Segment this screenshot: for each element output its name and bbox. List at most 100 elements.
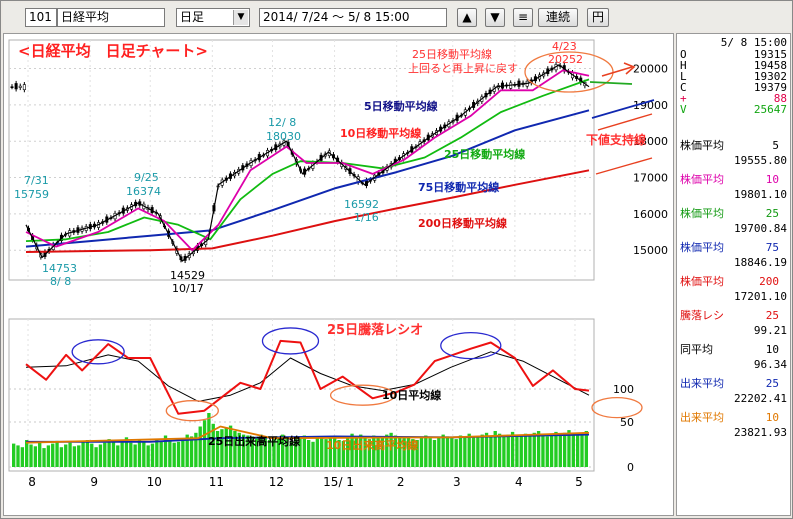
ohlcv-row: +88 <box>680 93 787 104</box>
volume-bar <box>254 438 259 467</box>
price-tick-label: 20000 <box>633 63 668 76</box>
volume-tick-label: 50 <box>620 416 634 429</box>
volume-bar <box>411 439 415 467</box>
yen-button[interactable]: 円 <box>587 8 609 27</box>
moving-average-line <box>25 69 590 252</box>
volume-bar <box>237 432 241 467</box>
volume-bar <box>415 440 419 467</box>
ohlcv-key: H <box>680 59 687 72</box>
volume-bar <box>376 437 380 467</box>
volume-bar <box>159 440 163 467</box>
date-range-field[interactable]: 2014/ 7/24 〜 5/ 8 15:00 <box>259 8 447 27</box>
continuous-button[interactable]: 連続 <box>538 8 578 27</box>
period-select[interactable]: 日足 ▼ <box>176 8 250 27</box>
volume-bar <box>580 432 584 467</box>
price-tick-label: 17000 <box>633 172 668 185</box>
volume-bar <box>307 440 311 467</box>
indicator-param: 25 <box>765 207 779 220</box>
volume-bar <box>33 446 38 467</box>
volume-bar <box>280 434 285 467</box>
volume-bar <box>523 433 528 467</box>
volume-bar <box>176 441 181 467</box>
volume-bar <box>398 437 402 467</box>
ohlcv-key: + <box>680 92 687 105</box>
indicator-value-row: 17201.10 <box>680 290 787 303</box>
volume-bar <box>484 432 489 467</box>
volume-bar <box>25 440 29 467</box>
chevron-down-icon: ▼ <box>233 10 248 25</box>
price-tick-label: 16000 <box>633 208 668 221</box>
volume-bar <box>320 436 324 467</box>
x-tick-label: 2 <box>397 475 405 489</box>
volume-bar <box>541 435 545 467</box>
moving-average-line <box>25 169 590 253</box>
high-value: 16374 <box>126 185 161 198</box>
volume-bar <box>202 420 207 467</box>
indicator-value-row: 19801.10 <box>680 188 787 201</box>
low-label: 8/ 8 <box>50 275 71 288</box>
moving-average-line <box>25 64 590 262</box>
x-tick-label: 5 <box>575 475 583 489</box>
ma25-label: 25日移動平均線 <box>444 147 525 161</box>
volume-bar <box>424 435 428 467</box>
volume-bar <box>328 437 333 467</box>
ohlcv-row: L 19302 <box>680 71 787 82</box>
volume-bar <box>98 444 103 467</box>
moving-average-line <box>25 109 590 248</box>
ohlcv-row: V 25647 <box>680 104 787 115</box>
indicator-param: 10 <box>765 343 779 356</box>
volume-bar <box>385 434 389 467</box>
indicator-param: 25 <box>765 309 779 322</box>
ratio-tick-label: 100 <box>613 383 634 396</box>
indicator-value: 22202.41 <box>734 392 787 405</box>
volume-bar <box>272 439 276 467</box>
volume-bar <box>515 435 519 467</box>
low-value: 14529 <box>170 269 205 282</box>
high-label: 9/25 <box>134 171 159 184</box>
ohlcv-key: L <box>680 70 687 83</box>
indicator-label: 株価平均 <box>680 241 724 254</box>
volume-bar <box>406 436 411 467</box>
volume-bar <box>528 434 532 467</box>
volume-bar <box>20 447 25 467</box>
volume-bar <box>276 436 280 467</box>
ma10-label: 10日移動平均線 <box>340 126 421 140</box>
volume-bar <box>315 438 320 467</box>
scroll-down-button[interactable]: ▼ <box>485 8 505 27</box>
stock-code-field[interactable]: 101 <box>25 8 57 27</box>
volume-bar <box>233 431 237 467</box>
volume-bar <box>562 432 567 467</box>
candle-body <box>10 86 14 89</box>
volume-bar <box>458 435 463 467</box>
indicator-label: 株価平均 <box>680 207 724 220</box>
ratio-title: 25日騰落レシオ <box>327 322 423 338</box>
menu-button[interactable]: ≡ <box>513 8 533 27</box>
volume-bar <box>59 447 64 467</box>
volume-bar <box>81 441 85 467</box>
volume-bar <box>215 431 220 467</box>
scroll-up-button[interactable]: ▲ <box>457 8 477 27</box>
volume-bar <box>480 434 484 467</box>
indicator-param: 200 <box>759 275 779 288</box>
volume-bar <box>311 441 315 467</box>
indicator-value: 19555.80 <box>734 154 787 167</box>
stock-name-field[interactable]: 日経平均 <box>57 8 165 27</box>
volume-bar <box>85 440 90 467</box>
high-value: 15759 <box>14 188 49 201</box>
indicator-value: 96.34 <box>753 358 787 371</box>
volume-bar <box>68 442 72 467</box>
indicator-row: 株価平均 200 <box>680 275 787 288</box>
volume-bar <box>29 444 33 467</box>
volume25-label: 25日出来高平均線 <box>208 434 300 448</box>
volume-bar <box>567 430 571 467</box>
indicator-row: 同平均 10 <box>680 343 787 356</box>
volume-bar <box>259 434 263 467</box>
volume-bar <box>519 436 523 467</box>
ratio-line <box>25 339 590 415</box>
volume-bar <box>220 429 224 467</box>
volume-bar <box>554 431 558 467</box>
volume-bar <box>428 438 432 467</box>
indicator-param: 10 <box>765 411 779 424</box>
volume-bar <box>228 425 233 467</box>
annotation-ellipse <box>261 327 320 355</box>
